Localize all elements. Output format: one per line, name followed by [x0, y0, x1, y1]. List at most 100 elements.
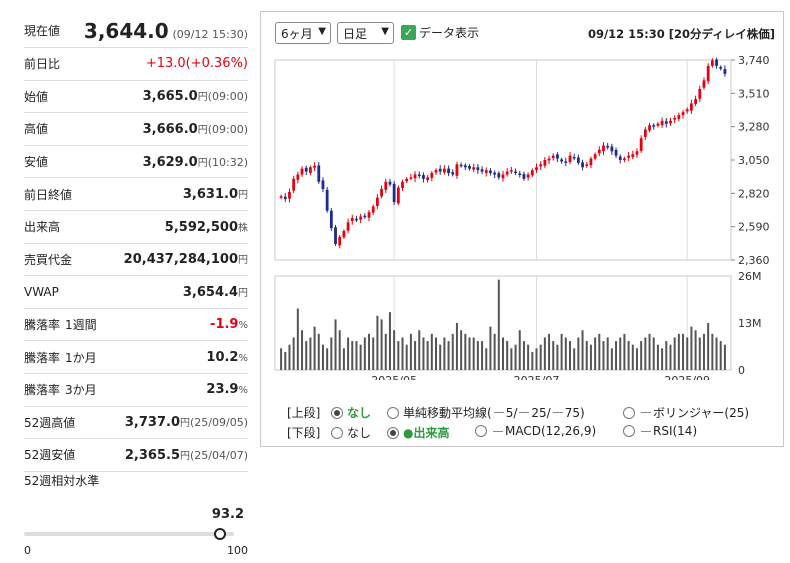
volume-bar — [665, 341, 668, 370]
candle-body — [589, 158, 593, 166]
candle-body — [401, 181, 404, 188]
volume-bar — [677, 333, 680, 370]
volume-bar — [388, 312, 391, 370]
stat-label: 安値 — [24, 155, 49, 170]
candle-body — [296, 174, 300, 180]
candle-body — [476, 167, 480, 171]
candle-body — [614, 150, 618, 156]
stat-label: 始値 — [24, 89, 49, 104]
interval-select[interactable]: 日足 ▼ — [337, 22, 394, 44]
candle-body — [702, 80, 706, 88]
volume-bar — [502, 337, 504, 370]
candle-body — [505, 171, 509, 175]
candle-body — [627, 155, 631, 158]
price-tick-label: 3,510 — [738, 87, 770, 100]
candle-body — [723, 69, 727, 74]
radio-icon — [623, 406, 635, 419]
stat-row: 騰落率 1週間 -1.9% — [24, 309, 248, 342]
volume-bar — [280, 348, 283, 370]
volume-bar — [514, 344, 517, 370]
candle-body — [442, 168, 446, 173]
chart-panel: 6ヶ月 ▼ 日足 ▼ ✓ データ表示 09/12 15:30 [20分ディレイ株価]… — [260, 11, 784, 447]
lower-option-macd[interactable]: MACD(12,26,9) — [475, 424, 596, 438]
candle-body — [643, 129, 647, 137]
volume-bar — [673, 337, 676, 370]
radio-selected-icon — [387, 426, 399, 439]
candle-body — [447, 168, 450, 174]
volume-bar — [589, 344, 592, 370]
stat-value: 3,629.0円(10:32) — [142, 154, 248, 170]
data-display-checkbox[interactable]: ✓ データ表示 — [401, 24, 479, 41]
volume-bar — [330, 337, 333, 370]
candle-body — [593, 154, 597, 159]
radio-icon — [623, 425, 635, 437]
candle-body — [346, 222, 350, 231]
radio-icon — [475, 425, 487, 437]
candle-body — [375, 197, 379, 206]
volume-bar — [422, 337, 425, 370]
range-knob — [213, 528, 226, 540]
volume-bar — [334, 319, 337, 370]
volume-bar — [435, 337, 438, 370]
period-select[interactable]: 6ヶ月 ▼ — [275, 22, 331, 44]
candle-body — [706, 65, 710, 82]
volume-bar — [489, 326, 492, 370]
candle-body — [547, 158, 551, 161]
candle-body — [681, 112, 685, 116]
volume-bar — [439, 344, 442, 370]
candle-body — [576, 157, 580, 163]
upper-option-none[interactable]: なし — [331, 404, 371, 421]
candle-body — [438, 168, 442, 172]
checkmark-icon: ✓ — [401, 25, 416, 40]
lower-option-volume[interactable]: ● 出来高 — [387, 424, 450, 441]
volume-bar — [535, 348, 538, 370]
52-week-relative-level: 52週相対水準 93.2 0 100 — [24, 472, 248, 557]
volume-bar — [682, 333, 685, 370]
candle-body — [526, 174, 530, 178]
candle-body — [669, 120, 672, 124]
candle-body — [455, 164, 459, 176]
current-price-value: 3,644.0 — [83, 18, 169, 43]
stat-value: 10.2% — [206, 349, 248, 365]
lower-option-none[interactable]: なし — [331, 424, 371, 441]
stat-row: 騰落率 1か月 10.2% — [24, 341, 248, 374]
volume-bar — [372, 337, 375, 370]
candle-body — [530, 170, 534, 176]
candle-body — [325, 189, 329, 211]
price-tick-label: 3,050 — [738, 154, 770, 167]
volume-bar — [518, 330, 521, 370]
volume-bar — [430, 333, 433, 370]
volume-bar — [602, 341, 605, 370]
current-price-label: 現在値 — [24, 24, 61, 38]
volume-bar — [451, 333, 454, 370]
candle-body — [597, 149, 601, 154]
candle-body — [543, 160, 547, 166]
volume-bar — [384, 333, 387, 370]
upper-option-sma[interactable]: 単純移動平均線( 5/ 25/ 75) — [387, 404, 585, 421]
candle-body — [648, 125, 651, 131]
volume-bar — [635, 348, 638, 370]
candle-body — [564, 161, 568, 163]
candle-body — [690, 103, 693, 111]
volume-bar — [552, 341, 555, 370]
x-tick-label: 2025/09 — [664, 374, 710, 380]
volume-bar — [715, 337, 718, 370]
lower-option-rsi[interactable]: RSI(14) — [623, 424, 697, 438]
candle-body — [509, 170, 513, 172]
volume-bar — [376, 315, 379, 370]
candle-body — [309, 167, 312, 173]
candle-body — [685, 109, 689, 112]
stat-label: 出来高 — [24, 220, 61, 235]
volume-bar — [648, 333, 651, 370]
candle-body — [334, 227, 337, 245]
volume-bar — [359, 344, 362, 370]
volume-bar — [476, 341, 479, 370]
volume-bar — [363, 337, 366, 370]
volume-bar — [656, 344, 659, 370]
chevron-down-icon: ▼ — [381, 26, 389, 37]
volume-bar — [380, 319, 383, 370]
upper-option-bollinger[interactable]: ボリンジャー(25) — [623, 404, 749, 421]
range-track — [24, 528, 234, 540]
x-tick-label: 2025/07 — [514, 374, 560, 380]
candle-body — [367, 212, 371, 218]
